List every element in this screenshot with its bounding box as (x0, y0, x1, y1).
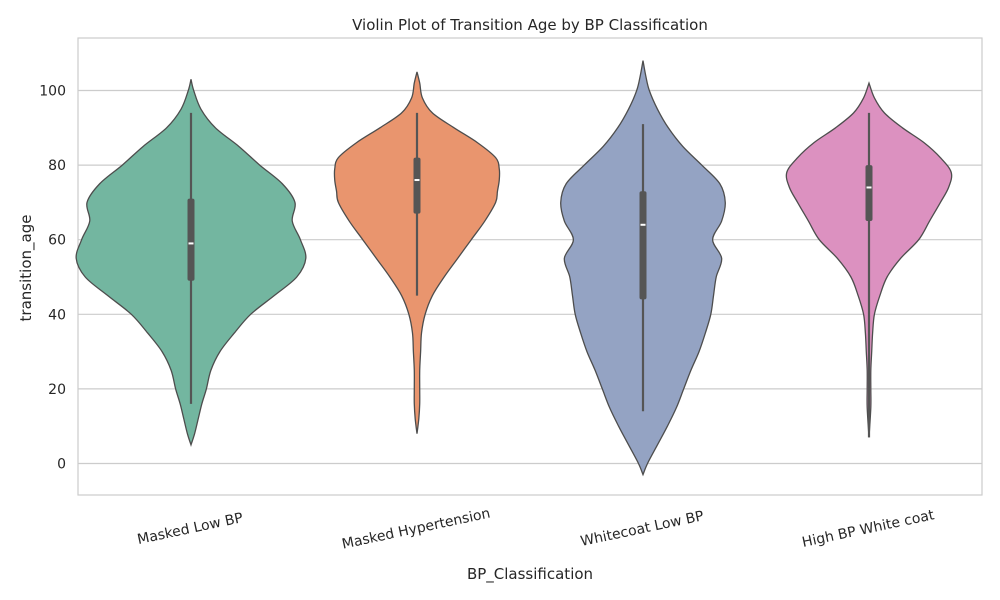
y-tick-label: 20 (48, 382, 66, 398)
x-axis-title: BP_Classification (467, 565, 593, 584)
violin-iqr-box (865, 165, 873, 222)
violin-group (333, 71, 501, 434)
y-tick-label: 80 (48, 158, 66, 174)
x-ticks: Masked Low BP Masked Hypertension Whitecoa… (136, 506, 936, 553)
y-tick-label: 40 (48, 307, 66, 323)
x-tick-label: Masked Hypertension (341, 506, 492, 553)
violin-iqr-box (413, 157, 421, 214)
y-tick-label: 60 (48, 233, 66, 249)
chart-title: Violin Plot of Transition Age by BP Clas… (352, 16, 708, 34)
y-tick-label: 0 (57, 457, 66, 473)
violin-group (785, 81, 953, 438)
x-tick-label: High BP White coat (801, 507, 936, 551)
y-tick-label: 100 (39, 84, 66, 100)
x-tick-label: Masked Low BP (136, 510, 245, 548)
violin-group (75, 79, 307, 447)
violin-group (560, 60, 726, 477)
y-ticks: 0 20 40 60 80 100 (39, 84, 66, 473)
y-axis-title: transition_age (17, 215, 36, 322)
x-tick-label: Whitecoat Low BP (579, 508, 705, 550)
violin-iqr-box (639, 191, 647, 300)
violin-iqr-box (187, 198, 195, 281)
violins-layer (75, 60, 953, 477)
